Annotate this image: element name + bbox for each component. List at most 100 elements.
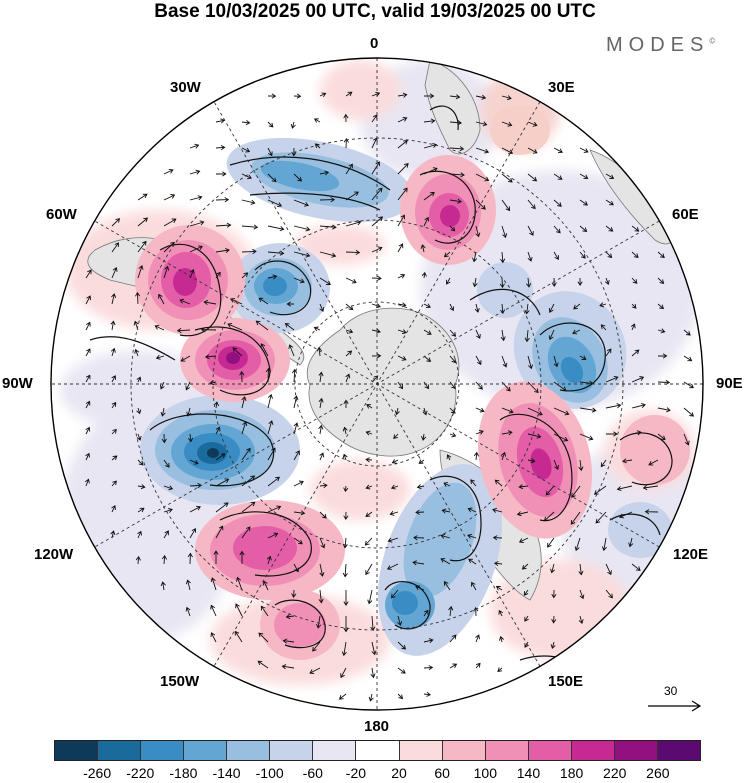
wind-arrow bbox=[293, 173, 303, 182]
wind-arrow bbox=[518, 484, 529, 490]
wind-arrow bbox=[397, 641, 407, 650]
wind-arrow bbox=[365, 511, 373, 518]
colorbar-segment bbox=[141, 741, 185, 760]
wind-arrow bbox=[599, 302, 607, 308]
wind-arrow bbox=[189, 459, 199, 465]
wind-arrow bbox=[371, 275, 382, 281]
wind-arrow bbox=[449, 432, 457, 438]
wind-arrow bbox=[631, 251, 639, 258]
wind-arrow bbox=[499, 277, 505, 289]
wind-arrow bbox=[367, 589, 373, 605]
wind-arrow bbox=[215, 197, 230, 203]
wind-arrow bbox=[318, 424, 324, 435]
colorbar-segment bbox=[485, 741, 529, 760]
wind-arrow bbox=[527, 433, 542, 439]
wind-arrow bbox=[290, 121, 296, 129]
wind-arrow bbox=[527, 225, 534, 236]
wind-arrow bbox=[345, 277, 357, 284]
wind-arrow bbox=[449, 634, 457, 643]
wind-arrow bbox=[397, 116, 408, 123]
wind-arrow bbox=[345, 220, 362, 227]
wind-arrow bbox=[189, 143, 200, 149]
wind-arrow bbox=[501, 451, 507, 461]
wind-arrow bbox=[423, 691, 432, 697]
wind-arrow bbox=[241, 224, 259, 230]
wind-arrow bbox=[657, 277, 665, 284]
wind-arrow bbox=[475, 94, 487, 100]
wind-arrow bbox=[443, 482, 451, 487]
wind-arrow bbox=[204, 354, 217, 360]
wind-arrow bbox=[293, 225, 311, 232]
wind-arrow bbox=[85, 295, 91, 305]
wind-arrow bbox=[571, 485, 581, 498]
wind-arrow bbox=[605, 199, 614, 206]
wind-arrow bbox=[397, 273, 406, 279]
wind-arrow bbox=[187, 433, 194, 443]
wind-arrow bbox=[371, 303, 381, 309]
wind-arrow bbox=[574, 537, 581, 552]
wind-arrow bbox=[235, 603, 243, 617]
wind-arrow bbox=[371, 353, 382, 359]
wind-arrow bbox=[371, 114, 378, 123]
wind-arrow bbox=[241, 475, 256, 487]
wind-arrow bbox=[155, 354, 165, 360]
wind-arrow bbox=[423, 167, 438, 175]
wind-arrow bbox=[391, 459, 399, 464]
wind-arrow bbox=[185, 579, 191, 591]
lon-label-120e: 120E bbox=[673, 546, 709, 563]
wind-arrow bbox=[267, 447, 276, 461]
lon-label-150w: 150W bbox=[160, 673, 200, 690]
wind-arrow bbox=[518, 537, 529, 543]
colorbar-segment bbox=[528, 741, 572, 760]
wind-arrow bbox=[163, 218, 177, 227]
wind-arrow bbox=[260, 343, 269, 357]
wind-arrow bbox=[291, 368, 298, 383]
wind-arrow bbox=[136, 407, 142, 415]
wind-arrow bbox=[683, 407, 695, 417]
wind-arrow bbox=[631, 277, 638, 284]
wind-arrow bbox=[203, 299, 217, 306]
wind-arrow bbox=[241, 119, 251, 126]
africa bbox=[424, 59, 481, 155]
reference-vector-label: 30 bbox=[664, 684, 678, 698]
colorbar-segment bbox=[571, 741, 615, 760]
wind-arrow bbox=[413, 535, 425, 541]
colorbar-tick-label: 20 bbox=[391, 765, 407, 781]
wind-arrow bbox=[605, 589, 613, 599]
wind-arrow bbox=[85, 374, 91, 383]
wind-arrow bbox=[134, 348, 140, 357]
colorbar-segment bbox=[270, 741, 314, 760]
wind-arrow bbox=[241, 272, 249, 279]
wind-arrow bbox=[137, 484, 146, 490]
colorbar-tick-label: -140 bbox=[212, 765, 241, 781]
wind-arrow bbox=[239, 370, 245, 383]
wind-arrow bbox=[475, 381, 483, 390]
wind-arrow bbox=[683, 381, 695, 389]
wind-arrow bbox=[137, 217, 149, 227]
wind-arrow bbox=[343, 113, 349, 123]
wind-arrow bbox=[572, 329, 581, 335]
wind-arrow bbox=[397, 667, 406, 674]
wind-arrow bbox=[215, 144, 226, 151]
wind-arrow bbox=[475, 329, 481, 339]
colorbar-segment bbox=[313, 741, 357, 760]
wind-arrow bbox=[423, 216, 430, 227]
wind-arrow bbox=[683, 433, 690, 446]
wind-arrow bbox=[423, 665, 434, 671]
colorbar-tick-label: 220 bbox=[603, 765, 627, 781]
wind-arrow bbox=[449, 198, 462, 204]
wind-arrow bbox=[475, 407, 485, 413]
wind-arrow bbox=[232, 347, 243, 357]
wind-arrow bbox=[475, 147, 490, 154]
wind-arrow bbox=[85, 269, 92, 279]
wind-arrow bbox=[163, 194, 176, 201]
wind-arrow bbox=[258, 297, 269, 305]
wind-arrow bbox=[387, 537, 399, 543]
wind-arrow bbox=[467, 507, 477, 513]
lon-label-0: 0 bbox=[370, 35, 379, 52]
wind-arrow bbox=[548, 329, 555, 341]
wind-arrow bbox=[631, 376, 645, 383]
wind-arrow bbox=[161, 554, 168, 565]
wind-arrow bbox=[449, 329, 457, 337]
wind-arrow bbox=[313, 118, 321, 123]
